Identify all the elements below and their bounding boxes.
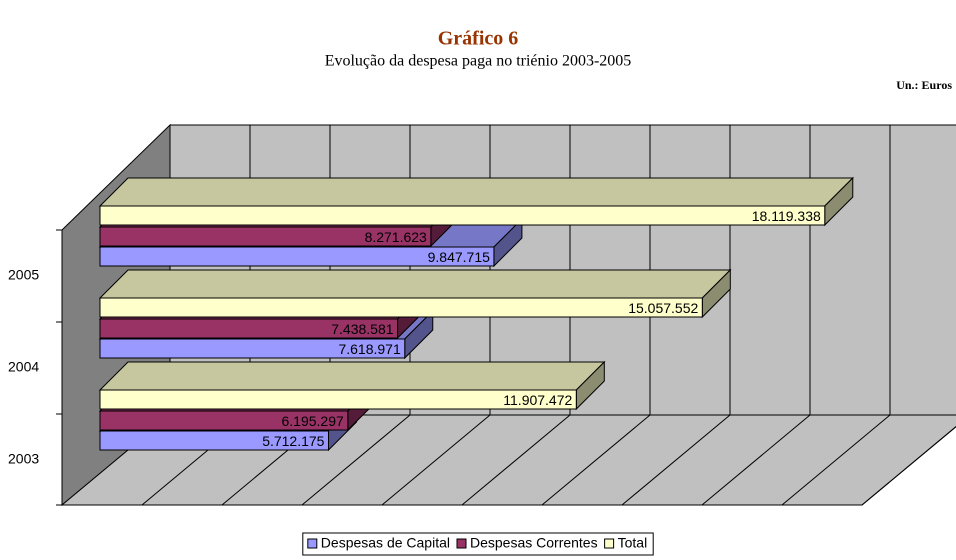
value-label: 6.195.297 (282, 413, 344, 429)
bar-front (99, 226, 432, 247)
bar-front (99, 338, 406, 359)
bar (98, 176, 854, 227)
grid-line (301, 414, 411, 506)
bar-top (98, 269, 732, 299)
bar-top (98, 361, 606, 391)
grid-line (701, 414, 811, 506)
grid-line (541, 414, 651, 506)
y-tick-label: 2004 (8, 359, 39, 375)
y-tick-label: 2003 (8, 451, 39, 467)
legend-label: Despesas Correntes (470, 535, 598, 551)
grid-line (781, 414, 891, 506)
bar-front (99, 410, 349, 431)
bar-front (99, 318, 399, 339)
grid-line (461, 414, 571, 506)
legend-label: Despesas de Capital (321, 535, 450, 551)
bar-front (99, 246, 495, 267)
bar-front (99, 430, 329, 451)
value-label: 5.712.175 (262, 433, 324, 449)
legend-swatch (456, 538, 467, 549)
value-label: 15.057.552 (628, 300, 698, 316)
value-label: 18.119.338 (752, 208, 821, 224)
bar-top (98, 177, 854, 207)
grid-line (381, 414, 491, 506)
legend-label: Total (618, 535, 648, 551)
value-label: 7.438.581 (331, 321, 393, 337)
bar-front (99, 297, 703, 318)
unit-label: Un.: Euros (896, 78, 952, 92)
value-label: 11.907.472 (503, 392, 572, 408)
grid-line (621, 414, 731, 506)
chart-subtitle: Evolução da despesa paga no triénio 2003… (325, 53, 632, 70)
bar-front (99, 389, 577, 410)
legend-swatch (307, 538, 318, 549)
bar (98, 360, 606, 411)
value-label: 9.847.715 (428, 249, 490, 265)
value-label: 7.618.971 (338, 341, 400, 357)
value-label: 8.271.623 (365, 229, 427, 245)
legend-swatch (604, 538, 615, 549)
bar (98, 268, 732, 319)
y-tick-label: 2005 (8, 267, 39, 283)
chart-title: Gráfico 6 (438, 28, 519, 50)
bar-front (99, 205, 826, 226)
legend: Despesas de Capital Despesas Correntes Tot… (302, 532, 654, 556)
legend-box (302, 532, 654, 556)
grid-line (861, 426, 956, 506)
